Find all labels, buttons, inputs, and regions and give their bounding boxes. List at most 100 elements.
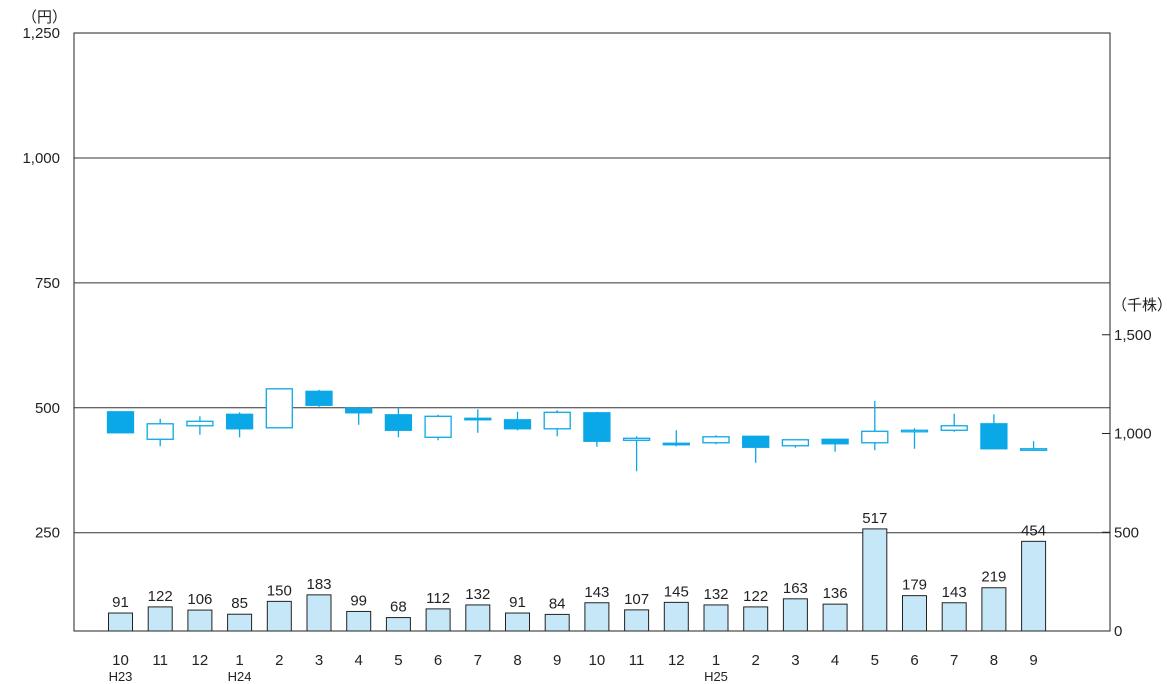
volume-bar — [981, 587, 1007, 632]
candlestick — [781, 439, 810, 448]
volume-label: 99 — [350, 592, 367, 609]
right-axis-tick-label: 0 — [1114, 623, 1122, 640]
month-label: 3 — [791, 652, 799, 669]
era-label: H23 — [109, 669, 133, 684]
volume-label: 122 — [148, 588, 173, 605]
candlestick — [1019, 441, 1048, 451]
candlestick — [742, 435, 770, 463]
volume-label: 84 — [549, 595, 566, 612]
era-label: H25 — [704, 669, 728, 684]
candle-body — [543, 411, 571, 430]
volume-label: 454 — [1021, 522, 1046, 539]
candlestick — [345, 406, 373, 425]
volume-label: 85 — [231, 595, 248, 612]
candle-body — [940, 425, 968, 431]
volume-label: 107 — [624, 591, 649, 608]
candle-body — [861, 430, 889, 444]
volume-label: 143 — [942, 584, 967, 601]
candlestick — [861, 400, 889, 451]
volume-bar — [227, 613, 253, 632]
volume-label: 68 — [390, 599, 407, 616]
candle-body — [781, 439, 810, 447]
month-label: 6 — [910, 652, 918, 669]
month-label: 1 — [235, 652, 243, 669]
candlestick — [305, 389, 333, 407]
volume-label: 150 — [267, 582, 292, 599]
volume-bar — [465, 604, 491, 632]
candlestick — [186, 416, 214, 435]
month-label: 5 — [394, 652, 402, 669]
month-label: 3 — [315, 652, 323, 669]
left-axis-unit: （円） — [22, 9, 67, 26]
month-label: 8 — [513, 652, 521, 669]
volume-label: 132 — [703, 586, 728, 603]
month-label: 2 — [752, 652, 760, 669]
volume-bar — [1021, 540, 1047, 632]
volume-label: 143 — [584, 584, 609, 601]
candle-body — [503, 419, 532, 430]
volume-bar — [108, 612, 133, 632]
candle-body — [900, 429, 929, 433]
volume-bars: 91 122 106 85 150 183 99 68 112 132 91 84 143 107 145 1… — [108, 510, 1047, 632]
volume-label: 219 — [981, 569, 1006, 586]
volume-bar — [306, 594, 332, 632]
candle-body — [305, 390, 333, 406]
candlestick — [940, 413, 968, 432]
left-axis-tick-label: 250 — [35, 525, 60, 542]
candlestick — [225, 412, 254, 438]
volume-label: 517 — [862, 510, 887, 527]
volume-label: 145 — [664, 583, 689, 600]
left-axis: 1,250 1,000 750 500 250 — [22, 25, 60, 542]
candle-body — [265, 388, 293, 429]
volume-label: 163 — [783, 580, 808, 597]
candle-body — [146, 423, 174, 440]
candlestick — [265, 388, 293, 429]
candle-body — [583, 412, 611, 442]
volume-label: 132 — [465, 586, 490, 603]
candle-body — [622, 437, 651, 441]
volume-bar — [743, 606, 769, 632]
candlesticks — [106, 388, 1048, 472]
candle-body — [742, 435, 770, 448]
volume-bar — [346, 610, 372, 632]
month-label: 11 — [152, 652, 168, 669]
candlestick — [424, 414, 452, 441]
left-axis-tick-label: 500 — [35, 400, 60, 417]
volume-bar — [862, 528, 888, 632]
month-label: 5 — [871, 652, 879, 669]
volume-bar — [187, 609, 213, 632]
volume-bar — [782, 598, 808, 632]
month-label: 10 — [589, 652, 606, 669]
plot-frame — [73, 32, 1111, 632]
month-label: 11 — [629, 652, 645, 669]
volume-bar — [385, 617, 411, 632]
month-label: 8 — [990, 652, 998, 669]
candle-body — [345, 407, 373, 414]
volume-bar — [822, 603, 848, 632]
candle-body — [702, 436, 730, 444]
volume-label: 91 — [509, 594, 526, 611]
candle-body — [821, 438, 849, 445]
volume-label: 122 — [743, 588, 768, 605]
candlestick — [146, 418, 174, 447]
month-label: 12 — [192, 652, 209, 669]
volume-label: 91 — [112, 594, 129, 611]
left-axis-tick-label: 1,250 — [22, 25, 60, 42]
candlestick — [583, 411, 611, 447]
candle-body — [384, 414, 413, 431]
month-label: 2 — [275, 652, 283, 669]
candlestick — [464, 409, 492, 433]
volume-label: 179 — [902, 577, 927, 594]
month-label: 1 — [712, 652, 720, 669]
right-axis-unit: （千株） — [1112, 297, 1167, 314]
month-label: 7 — [950, 652, 958, 669]
candlestick — [622, 436, 651, 472]
volume-bar — [584, 602, 610, 632]
month-label: 9 — [1029, 652, 1037, 669]
candlestick — [106, 411, 135, 434]
volume-bar — [147, 606, 173, 632]
era-label: H24 — [228, 669, 252, 684]
volume-bar — [902, 595, 927, 632]
